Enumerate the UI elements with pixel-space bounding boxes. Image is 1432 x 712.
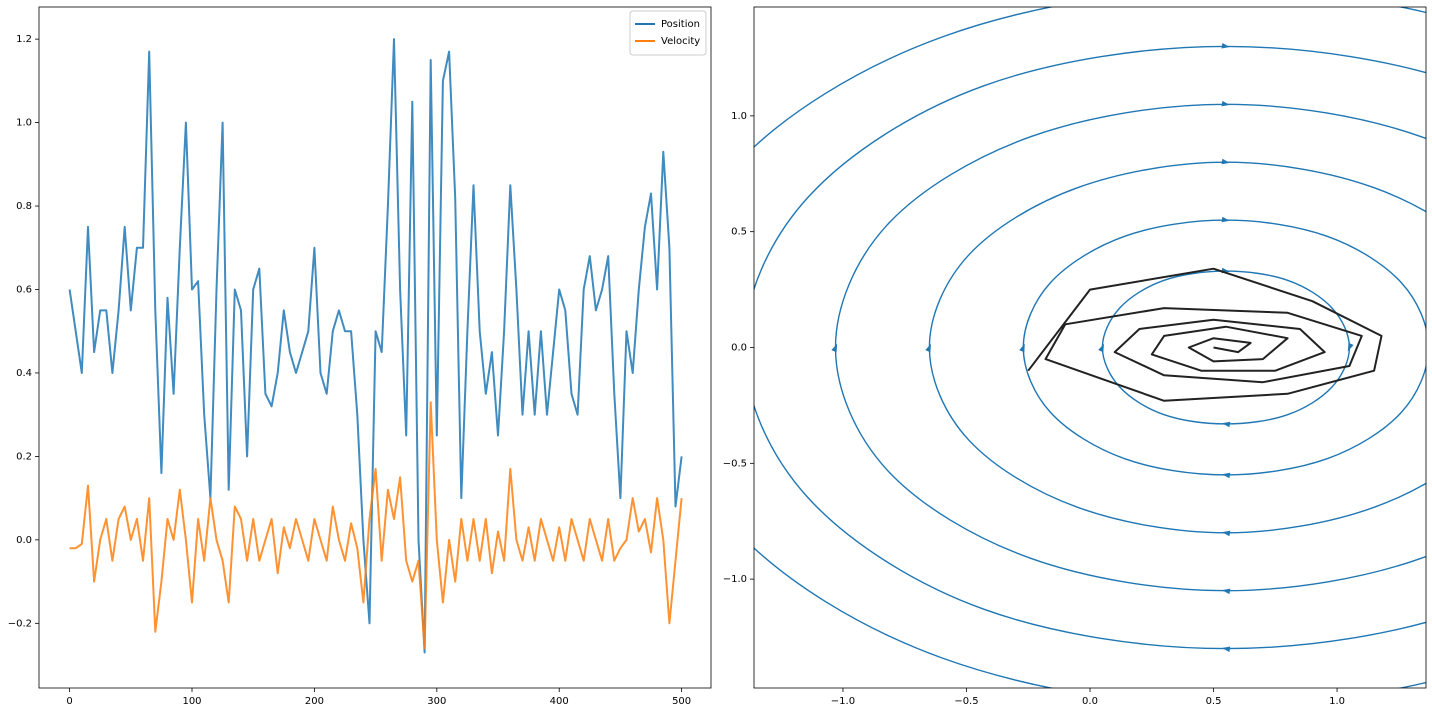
x-tick-label: 100 [182, 696, 201, 707]
stream-arrow [1098, 343, 1104, 353]
x-tick-label: 0 [66, 696, 72, 707]
legend-label: Position [661, 19, 700, 30]
stream-arrow [831, 343, 838, 353]
y-tick-label: 1.0 [731, 111, 747, 122]
axes-frame [38, 6, 712, 689]
stream-arrow [1221, 588, 1231, 595]
stream-arrow [1221, 43, 1230, 49]
y-tick-label: 0.8 [16, 201, 32, 212]
x-tick-label: 400 [550, 696, 569, 707]
trajectory [1027, 267, 1383, 402]
x-tick-label: 300 [427, 696, 446, 707]
axes-frame [753, 6, 1427, 689]
y-tick-label: 1.0 [16, 118, 32, 129]
x-tick-label: −1.0 [831, 696, 855, 707]
series-line [68, 38, 683, 654]
y-tick-label: 1.2 [16, 34, 32, 45]
stream-arrow [1019, 343, 1025, 353]
x-tick-label: 200 [305, 696, 324, 707]
y-tick-label: 0.5 [731, 227, 747, 238]
series-line [69, 401, 683, 650]
stream-arrow [1221, 530, 1231, 537]
stream-arrow [1221, 421, 1231, 428]
x-tick-label: 0.0 [1082, 696, 1098, 707]
stream-arrow [1221, 216, 1230, 223]
stream-arrow [925, 343, 931, 353]
legend-label: Velocity [661, 36, 700, 47]
y-tick-label: 0.0 [16, 535, 32, 546]
y-tick-label: −1.0 [723, 574, 747, 585]
stream-arrow [1347, 342, 1354, 352]
x-tick-label: 0.5 [1206, 696, 1222, 707]
stream-arrow [654, 344, 660, 353]
streamline [754, 45, 1426, 650]
stream-arrow [1221, 472, 1231, 479]
x-tick-label: 1.0 [1329, 696, 1345, 707]
x-tick-label: −0.5 [954, 696, 978, 707]
x-tick-label: 500 [672, 696, 691, 707]
stream-arrow [1222, 704, 1230, 710]
stream-arrow [1221, 646, 1231, 652]
streamline [754, 7, 1426, 688]
plot-area [654, 7, 1432, 710]
y-tick-label: −0.5 [723, 458, 747, 469]
streamline [1022, 219, 1426, 476]
y-tick-label: 0.6 [16, 284, 32, 295]
stream-arrow [1427, 343, 1432, 352]
legend-box [629, 10, 707, 56]
y-tick-label: 0.0 [731, 343, 747, 354]
stream-arrow [1221, 100, 1230, 107]
stream-arrow [1221, 158, 1230, 165]
y-tick-label: 0.4 [16, 368, 32, 379]
plot-area [68, 38, 683, 654]
streamline [1101, 270, 1351, 425]
y-tick-label: −0.2 [8, 618, 32, 629]
y-tick-label: 0.2 [16, 451, 32, 462]
